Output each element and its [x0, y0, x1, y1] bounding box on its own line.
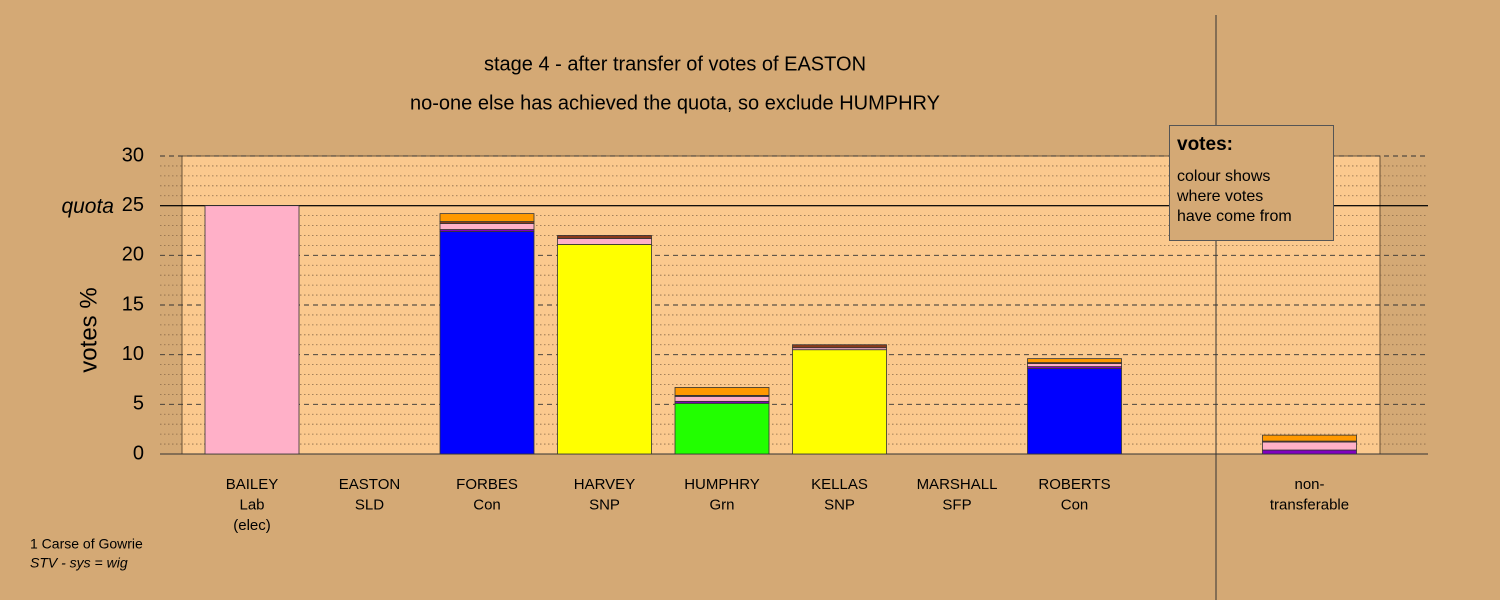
x-tick-label: (elec) [233, 517, 271, 534]
footer: 1 Carse of Gowrie [30, 536, 143, 552]
legend-line: have come from [1177, 208, 1292, 225]
x-tick-label: EASTON [339, 476, 400, 493]
bar-segment [1262, 441, 1357, 451]
x-tick-label: HUMPHRY [684, 476, 760, 493]
x-tick-label: non- [1294, 476, 1324, 493]
bar-segment [674, 387, 770, 396]
chart-subtitle: no-one else has achieved the quota, so e… [410, 92, 940, 114]
y-tick-label: 5 [133, 393, 144, 415]
legend-box: votes: colour shows where votes have com… [1169, 125, 1334, 241]
bar-segment [557, 244, 652, 455]
y-tick-label: 10 [122, 343, 144, 365]
x-tick-label: SLD [355, 496, 384, 513]
x-tick-label: SFP [942, 496, 971, 513]
legend-line: colour shows [1177, 168, 1270, 185]
x-tick-label: transferable [1270, 496, 1349, 513]
bar-segment [557, 238, 652, 245]
x-tick-label: SNP [824, 496, 855, 513]
legend-title: votes: [1177, 134, 1233, 155]
bars [204, 205, 1357, 455]
legend-frame [1169, 125, 1334, 241]
y-tick-label: 15 [122, 293, 144, 315]
quota-label: quota [61, 195, 114, 218]
bar-segment [204, 205, 300, 455]
x-tick-label: BAILEY [226, 476, 279, 493]
y-tick-label: 20 [122, 244, 144, 266]
bar-segment [674, 402, 770, 455]
y-tick-label: 25 [122, 194, 144, 216]
x-tick-label: SNP [589, 496, 620, 513]
y-tick-label: 0 [133, 442, 144, 464]
bar-segment [1027, 358, 1122, 364]
x-tick-label: Lab [239, 496, 264, 513]
x-tick-label: FORBES [456, 476, 518, 493]
bar-segment [1262, 434, 1357, 442]
x-tick-label: ROBERTS [1038, 476, 1110, 493]
bar-segment [557, 235, 652, 239]
bar-segment [1027, 368, 1122, 455]
bar-segment [439, 223, 535, 230]
bar-segment [439, 231, 535, 455]
x-tick-label: Grn [709, 496, 734, 513]
y-axis-label: votes % [75, 287, 102, 372]
bar-segment [1027, 363, 1122, 367]
x-tick-label: MARSHALL [917, 476, 998, 493]
footer: STV - sys = wig [30, 555, 128, 571]
x-tick-label: Con [1061, 496, 1089, 513]
x-tick-label: HARVEY [574, 476, 635, 493]
x-tick-label: Con [473, 496, 501, 513]
x-tick-label: KELLAS [811, 476, 868, 493]
y-tick-label: 30 [122, 144, 144, 166]
bar-segment [792, 344, 887, 349]
bar-segment [792, 349, 887, 455]
chart-title: stage 4 - after transfer of votes of EAS… [484, 53, 866, 75]
bar-segment [439, 213, 535, 222]
bar-segment [1262, 449, 1357, 455]
legend-line: where votes [1176, 188, 1263, 205]
bar-segment [674, 395, 770, 402]
